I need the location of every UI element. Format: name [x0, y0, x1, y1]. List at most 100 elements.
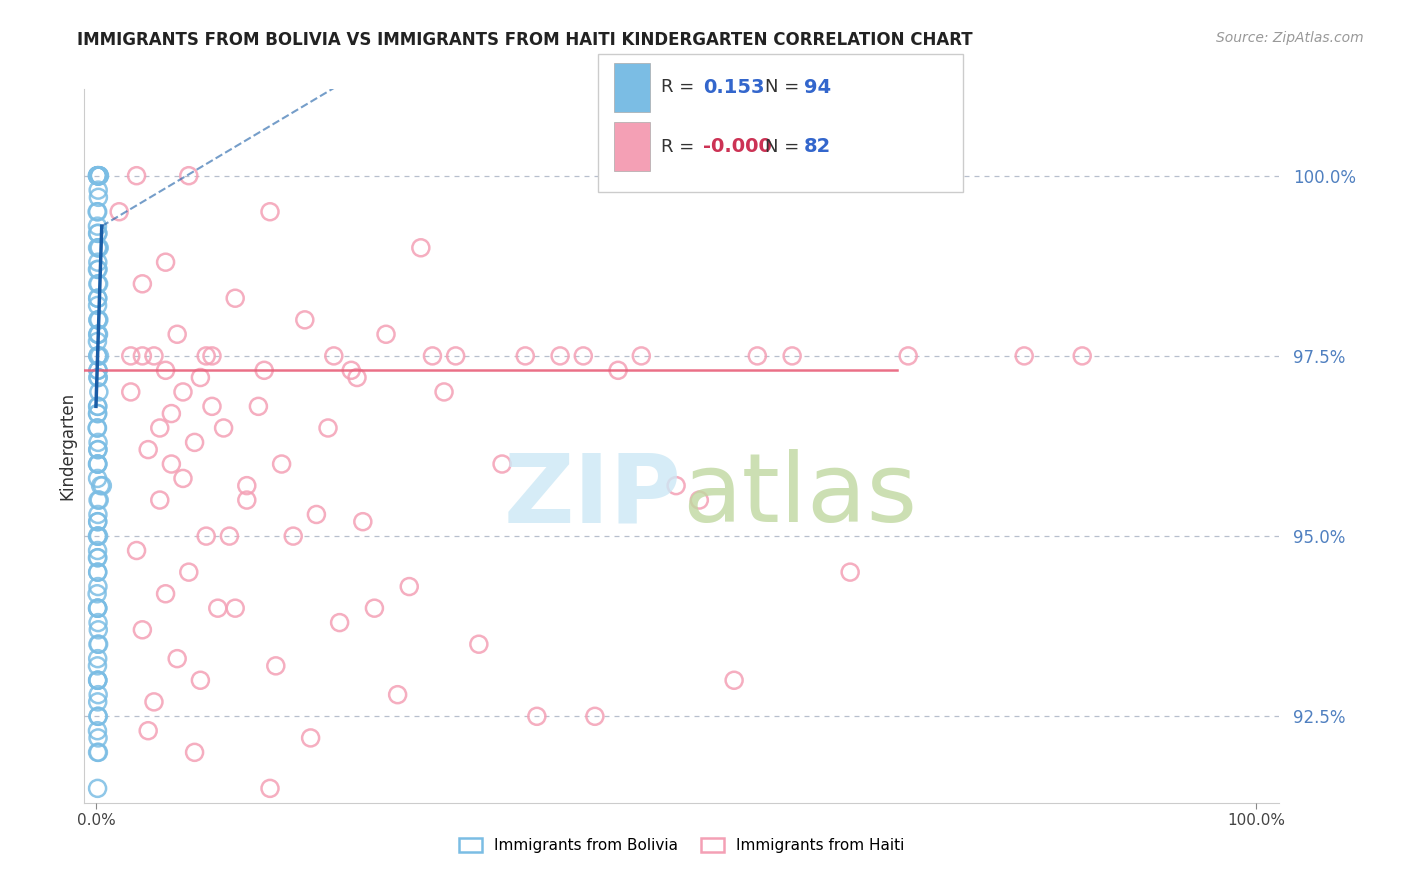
Point — [131, 349, 153, 363]
Point — [166, 651, 188, 665]
Point — [120, 384, 142, 399]
Point — [491, 457, 513, 471]
Point — [444, 349, 467, 363]
Point — [583, 709, 606, 723]
Point — [87, 190, 110, 204]
Point — [87, 262, 110, 277]
Point — [91, 478, 114, 492]
Point — [86, 781, 108, 796]
Point — [86, 327, 108, 342]
Point — [86, 349, 108, 363]
Point — [87, 349, 110, 363]
Point — [177, 565, 200, 579]
Point — [87, 255, 110, 269]
Point — [839, 565, 862, 579]
Point — [218, 529, 240, 543]
Point — [253, 363, 276, 377]
Point — [87, 673, 110, 688]
Point — [322, 349, 344, 363]
Point — [897, 349, 920, 363]
Point — [86, 723, 108, 738]
Point — [87, 370, 110, 384]
Point — [264, 658, 287, 673]
Point — [86, 515, 108, 529]
Point — [87, 277, 110, 291]
Point — [87, 709, 110, 723]
Point — [143, 349, 166, 363]
Point — [86, 565, 108, 579]
Point — [87, 493, 110, 508]
Point — [86, 334, 108, 349]
Point — [86, 227, 108, 241]
Point — [86, 695, 108, 709]
Point — [270, 457, 292, 471]
Point — [665, 478, 688, 492]
Point — [305, 508, 328, 522]
Point — [86, 169, 108, 183]
Point — [87, 442, 110, 457]
Point — [283, 529, 305, 543]
Point — [526, 709, 548, 723]
Point — [259, 204, 281, 219]
Point — [1071, 349, 1094, 363]
Point — [201, 349, 224, 363]
Point — [149, 493, 172, 508]
Point — [177, 169, 200, 183]
Point — [155, 587, 177, 601]
Point — [86, 550, 108, 565]
Point — [87, 731, 110, 745]
Point — [87, 169, 110, 183]
Text: N =: N = — [765, 78, 799, 96]
Text: atlas: atlas — [682, 450, 917, 542]
Legend: Immigrants from Bolivia, Immigrants from Haiti: Immigrants from Bolivia, Immigrants from… — [453, 832, 911, 859]
Point — [468, 637, 491, 651]
Point — [87, 227, 110, 241]
Point — [87, 241, 110, 255]
Point — [86, 442, 108, 457]
Point — [212, 421, 235, 435]
Point — [224, 291, 246, 305]
Point — [89, 493, 111, 508]
Point — [207, 601, 229, 615]
Point — [236, 478, 259, 492]
Point — [89, 241, 111, 255]
Point — [87, 550, 110, 565]
Text: N =: N = — [765, 137, 799, 155]
Point — [86, 421, 108, 435]
Point — [172, 384, 194, 399]
Y-axis label: Kindergarten: Kindergarten — [58, 392, 76, 500]
Point — [195, 349, 218, 363]
Point — [87, 277, 110, 291]
Point — [87, 508, 110, 522]
Point — [607, 363, 630, 377]
Point — [630, 349, 652, 363]
Point — [87, 363, 110, 377]
Point — [87, 370, 110, 384]
Text: R =: R = — [661, 78, 695, 96]
Point — [363, 601, 385, 615]
Point — [143, 695, 166, 709]
Point — [387, 688, 409, 702]
Point — [86, 169, 108, 183]
Point — [87, 529, 110, 543]
Point — [87, 183, 110, 197]
Point — [166, 327, 188, 342]
Point — [87, 400, 110, 414]
Point — [87, 688, 110, 702]
Point — [87, 384, 110, 399]
Point — [86, 658, 108, 673]
Point — [340, 363, 363, 377]
Point — [160, 457, 183, 471]
Text: 82: 82 — [804, 137, 831, 156]
Point — [87, 580, 110, 594]
Point — [548, 349, 571, 363]
Point — [87, 623, 110, 637]
Point — [87, 363, 110, 377]
Point — [86, 407, 108, 421]
Point — [86, 457, 108, 471]
Point — [422, 349, 444, 363]
Point — [86, 421, 108, 435]
Point — [780, 349, 803, 363]
Point — [131, 623, 153, 637]
Text: ZIP: ZIP — [503, 450, 682, 542]
